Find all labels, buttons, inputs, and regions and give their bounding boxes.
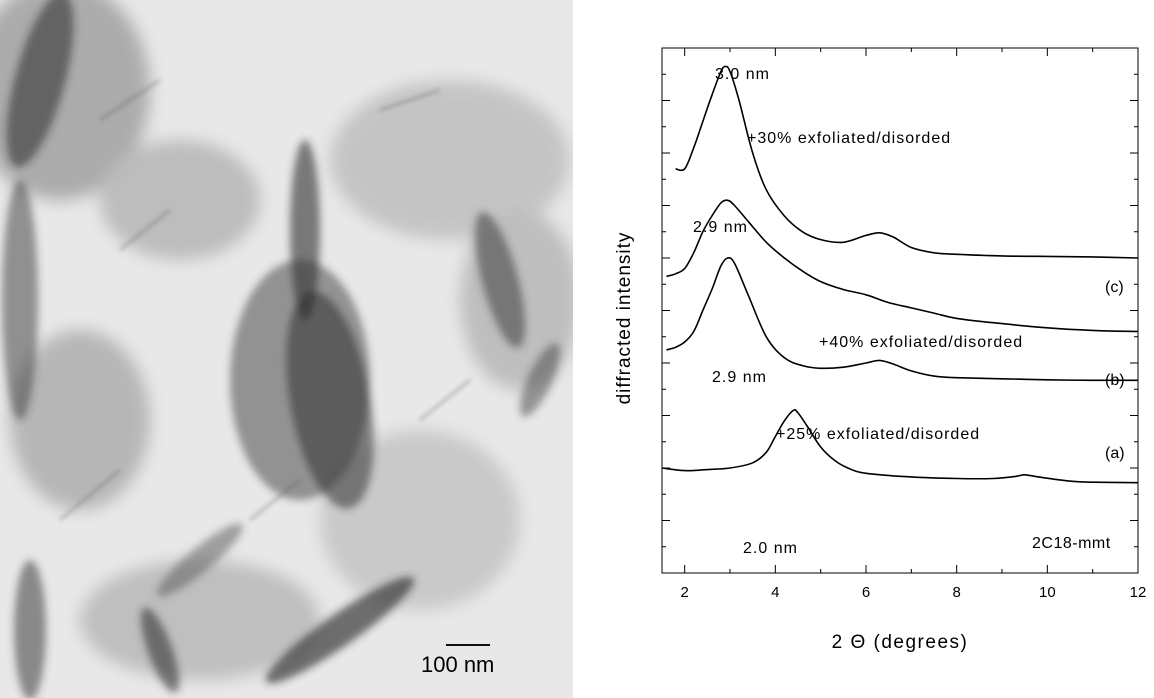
annotation-a: +25% exfoliated/disorded xyxy=(776,426,980,443)
x-tick-label: 12 xyxy=(1130,584,1147,601)
xrd-chart: 2 4 6 8 10 12 2 Θ (degrees) diffracted intens… xyxy=(614,47,1146,653)
annotation-b: +40% exfoliated/disorded xyxy=(819,334,1023,351)
series-name-a: (a) xyxy=(1105,445,1125,462)
series-name-c: (c) xyxy=(1105,279,1124,296)
plot-frame xyxy=(661,47,1139,574)
series-line-0 xyxy=(675,65,1139,259)
curves-layer xyxy=(661,65,1139,484)
x-axis-title: 2 Θ (degrees) xyxy=(832,632,969,653)
y-axis-title: diffracted intensity xyxy=(614,232,635,405)
peak-label-c: 3.0 nm xyxy=(715,66,770,83)
y-axis-ticks xyxy=(662,73,1138,548)
peak-label-a: 2.9 nm xyxy=(712,369,767,386)
x-tick-label: 2 xyxy=(680,584,688,601)
peak-label-2c18: 2.0 nm xyxy=(743,540,798,557)
x-tick-label: 8 xyxy=(952,584,960,601)
x-tick-label: 10 xyxy=(1039,584,1056,601)
tem-micrograph: 100 nm xyxy=(0,0,573,698)
x-axis-ticks: 2 4 6 8 10 12 xyxy=(680,48,1146,601)
series-line-1 xyxy=(666,199,1139,333)
peak-label-b: 2.9 nm xyxy=(693,219,748,236)
x-tick-label: 4 xyxy=(771,584,779,601)
series-name-2c18: 2C18-mmt xyxy=(1032,535,1111,552)
scale-bar-label: 100 nm xyxy=(421,652,494,677)
x-tick-label: 6 xyxy=(862,584,870,601)
annotation-c: +30% exfoliated/disorded xyxy=(747,130,951,147)
series-name-b: (b) xyxy=(1105,372,1125,389)
series-line-2 xyxy=(666,256,1139,382)
series-line-3 xyxy=(661,408,1139,484)
